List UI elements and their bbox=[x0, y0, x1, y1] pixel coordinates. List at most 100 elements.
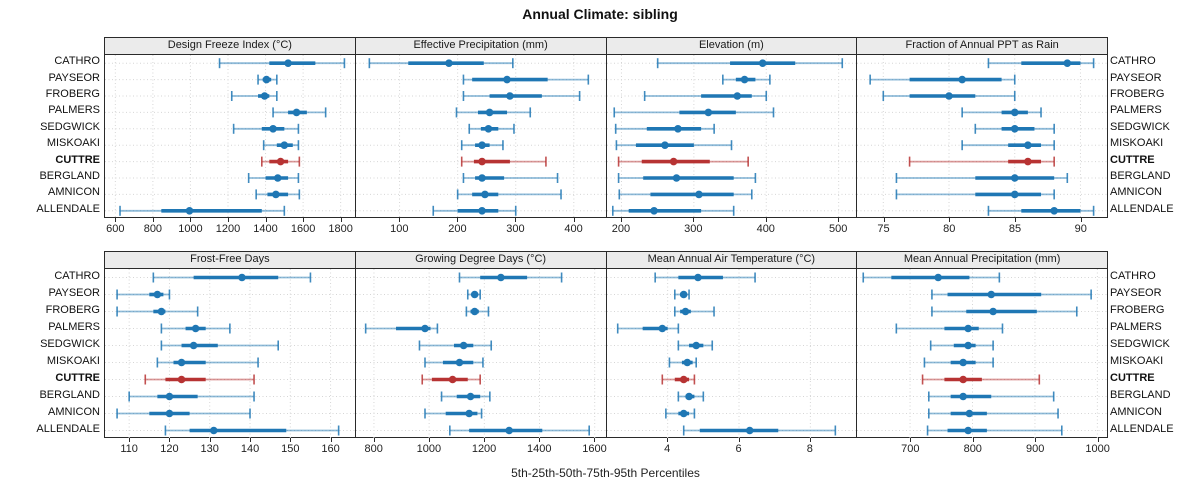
median-dot bbox=[165, 392, 174, 401]
station-label-payseor: PAYSEOR bbox=[1110, 286, 1162, 299]
series-froberg bbox=[882, 91, 1016, 101]
station-label-cuttre: CUTTRE bbox=[55, 371, 100, 384]
x-axis-7: 4 6 8 bbox=[607, 438, 857, 460]
tick-label: 85 bbox=[1008, 223, 1022, 235]
series-sedgwick bbox=[418, 340, 492, 351]
series-allendale bbox=[682, 425, 836, 436]
median-dot bbox=[262, 75, 271, 84]
median-dot bbox=[672, 174, 680, 182]
station-label-cathro: CATHRO bbox=[54, 55, 100, 68]
series-allendale bbox=[927, 425, 1063, 436]
station-label-bergland: BERGLAND bbox=[39, 388, 100, 401]
tick-mark bbox=[693, 218, 695, 222]
tick-label: 500 bbox=[828, 223, 848, 235]
median-dot bbox=[153, 290, 162, 299]
series-payseor bbox=[257, 74, 278, 85]
panel-plot bbox=[105, 269, 355, 439]
station-label-miskoaki: MISKOAKI bbox=[46, 354, 100, 367]
tick-mark bbox=[667, 438, 669, 442]
median-dot bbox=[964, 426, 973, 435]
series-sedgwick bbox=[160, 340, 280, 351]
tick-label: 80 bbox=[943, 223, 956, 235]
median-dot bbox=[477, 174, 486, 182]
station-label-palmers: PALMERS bbox=[1110, 320, 1162, 333]
station-label-cathro: CATHRO bbox=[1110, 269, 1156, 282]
median-dot bbox=[459, 341, 468, 350]
station-label-sedgwick: SEDGWICK bbox=[1110, 120, 1170, 133]
median-dot bbox=[238, 273, 246, 282]
tick-mark bbox=[910, 438, 912, 442]
series-amnicon bbox=[423, 408, 483, 419]
tick-label: 130 bbox=[200, 443, 219, 455]
tick-mark bbox=[152, 218, 154, 222]
median-dot bbox=[470, 307, 479, 316]
series-cathro bbox=[458, 272, 563, 283]
gridlines bbox=[105, 55, 355, 219]
median-dot bbox=[420, 324, 429, 333]
median-dot bbox=[1024, 157, 1032, 166]
median-dot bbox=[679, 409, 688, 418]
station-label-sedgwick: SEDGWICK bbox=[40, 337, 100, 350]
series-palmers bbox=[160, 323, 231, 334]
percentile-caption: 5th-25th-50th-75th-95th Percentiles bbox=[511, 466, 700, 480]
median-dot bbox=[745, 426, 754, 435]
x-axis-1: 600 800 1000 1200 1400 1600 1800 bbox=[105, 218, 355, 240]
series-froberg bbox=[116, 306, 199, 317]
tick-mark bbox=[620, 218, 622, 222]
tick-label: 400 bbox=[756, 223, 775, 235]
median-dot bbox=[989, 307, 998, 316]
tick-mark bbox=[250, 438, 252, 442]
tick-label: 800 bbox=[963, 443, 982, 455]
series-palmers bbox=[272, 107, 327, 118]
median-dot bbox=[284, 59, 292, 67]
median-dot bbox=[681, 307, 689, 316]
station-label-froberg: FROBERG bbox=[1110, 87, 1165, 100]
median-dot bbox=[269, 125, 277, 133]
tick-mark bbox=[949, 218, 951, 222]
station-label-palmers: PALMERS bbox=[48, 320, 100, 333]
series-bergland bbox=[440, 391, 491, 402]
panel-fraction-of-annual-ppt-as-rain: Fraction of Annual PPT as Rain bbox=[856, 37, 1108, 219]
series-cuttre bbox=[922, 374, 1041, 385]
station-label-palmers: PALMERS bbox=[1110, 104, 1162, 117]
tick-label: 6 bbox=[735, 443, 742, 455]
series-cuttre bbox=[617, 156, 749, 167]
series-allendale bbox=[987, 205, 1095, 216]
tick-mark bbox=[303, 218, 305, 222]
tick-mark bbox=[1080, 218, 1082, 222]
panel-plot bbox=[857, 269, 1107, 439]
median-dot bbox=[965, 409, 974, 418]
tick-label: 140 bbox=[240, 443, 260, 455]
series-bergland bbox=[247, 173, 300, 183]
tick-label: 800 bbox=[143, 223, 163, 235]
x-axis-3: 200 300 400 500 bbox=[607, 218, 857, 240]
panel-elevation-m: Elevation (m) bbox=[605, 37, 858, 219]
median-dot bbox=[959, 358, 968, 367]
series-palmers bbox=[616, 323, 679, 334]
station-labels-right-row1: CATHRO PAYSEOR FROBERG PALMERS SEDGWICK MISKO… bbox=[1110, 53, 1200, 217]
series-froberg bbox=[230, 91, 278, 101]
station-label-amnicon: AMNICON bbox=[48, 405, 100, 418]
series-palmers bbox=[895, 323, 1004, 334]
tick-mark bbox=[115, 218, 117, 222]
median-dot bbox=[964, 341, 973, 350]
tick-label: 1200 bbox=[471, 443, 497, 455]
tick-label: 700 bbox=[901, 443, 920, 455]
tick-mark bbox=[539, 438, 541, 442]
tick-label: 400 bbox=[564, 223, 583, 235]
tick-mark bbox=[809, 438, 811, 442]
median-dot bbox=[945, 92, 954, 100]
tick-label: 600 bbox=[106, 223, 125, 235]
tick-label: 100 bbox=[390, 223, 409, 235]
series-palmers bbox=[364, 323, 438, 334]
median-dot bbox=[502, 75, 511, 84]
gridlines bbox=[606, 269, 857, 439]
series-miskoaki bbox=[923, 357, 995, 368]
median-dot bbox=[959, 392, 968, 401]
panel-plot bbox=[606, 55, 857, 219]
station-label-froberg: FROBERG bbox=[45, 303, 100, 316]
median-dot bbox=[1011, 174, 1019, 182]
tick-mark bbox=[594, 438, 596, 442]
median-dot bbox=[189, 341, 198, 350]
median-dot bbox=[185, 207, 194, 215]
